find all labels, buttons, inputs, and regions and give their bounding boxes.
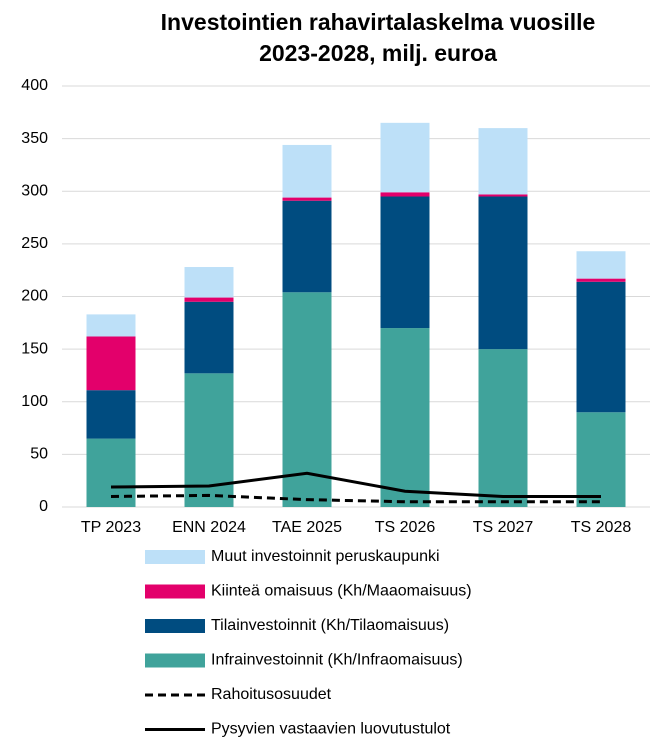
bar xyxy=(380,192,430,197)
legend-label: Infrainvestoinnit (Kh/Infraomaisuus) xyxy=(211,652,463,669)
bar xyxy=(380,328,430,507)
bar xyxy=(576,412,626,507)
bar xyxy=(478,128,528,195)
y-tick-label: 250 xyxy=(21,235,48,252)
chart-title: Investointien rahavirtalaskelma vuosille xyxy=(161,9,596,35)
bar xyxy=(184,301,234,374)
bar xyxy=(282,200,332,293)
y-tick-label: 50 xyxy=(30,446,48,463)
bar xyxy=(184,297,234,302)
legend-swatch xyxy=(145,619,205,633)
legend-swatch xyxy=(145,550,205,564)
legend-label: Pysyvien vastaavien luovutustulot xyxy=(211,721,451,738)
bar xyxy=(478,196,528,350)
bar xyxy=(282,292,332,507)
x-tick-label: TS 2026 xyxy=(375,519,436,536)
bar xyxy=(380,122,430,193)
x-tick-label: ENN 2024 xyxy=(172,519,246,536)
y-tick-label: 350 xyxy=(21,130,48,147)
bar xyxy=(282,144,332,198)
line xyxy=(110,471,601,498)
legend-swatch xyxy=(145,584,205,599)
bar xyxy=(86,390,136,439)
bar xyxy=(282,197,332,201)
chart-title: 2023-2028, milj. euroa xyxy=(259,40,497,66)
bar xyxy=(86,314,136,337)
y-tick-label: 100 xyxy=(21,393,48,410)
x-tick-label: TP 2023 xyxy=(81,519,141,536)
bar xyxy=(576,281,626,413)
legend-swatch xyxy=(145,653,205,668)
bar xyxy=(86,336,136,391)
y-tick-label: 150 xyxy=(21,340,48,357)
y-tick-label: 300 xyxy=(21,182,48,199)
legend-label: Kiinteä omaisuus (Kh/Maaomaisuus) xyxy=(211,583,472,600)
bar xyxy=(380,196,430,329)
legend-label: Tilainvestoinnit (Kh/Tilaomaisuus) xyxy=(211,617,449,634)
bar xyxy=(478,349,528,507)
legend-label: Muut investoinnit peruskaupunki xyxy=(211,548,440,565)
y-tick-label: 200 xyxy=(21,288,48,305)
line xyxy=(110,493,601,504)
legend-label: Rahoitusosuudet xyxy=(211,686,332,703)
x-tick-label: TAE 2025 xyxy=(272,519,342,536)
bar xyxy=(576,251,626,279)
y-tick-label: 400 xyxy=(21,77,48,94)
x-tick-label: TS 2028 xyxy=(571,519,632,536)
bar xyxy=(576,278,626,282)
y-tick-label: 0 xyxy=(39,498,48,515)
bar xyxy=(184,267,234,298)
bar xyxy=(478,194,528,197)
x-tick-label: TS 2027 xyxy=(473,519,534,536)
